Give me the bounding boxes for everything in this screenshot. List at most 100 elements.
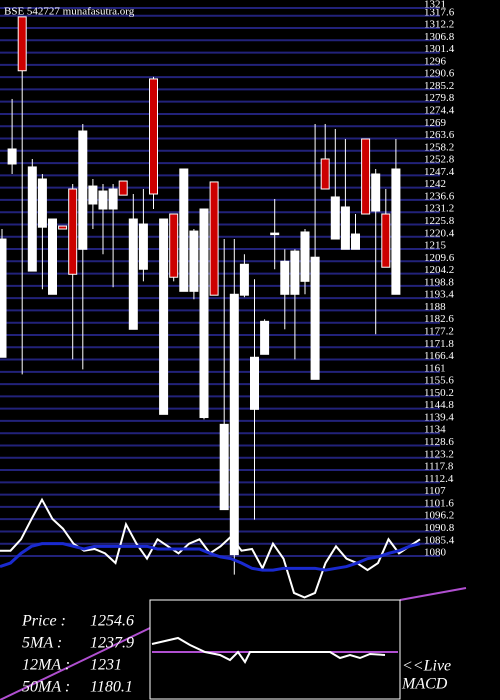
oscillator-line [0, 542, 421, 572]
candle-body [209, 181, 219, 296]
stat-value: 1231 [90, 657, 122, 674]
candle-body [260, 320, 270, 355]
y-tick-label: 1269 [424, 117, 447, 129]
y-tick-label: 1301.4 [424, 43, 455, 55]
candle-body [0, 238, 7, 358]
stat-label: 50MA : [22, 679, 70, 696]
live-label: MACD [401, 676, 448, 693]
y-tick-label: 1209.6 [424, 252, 455, 264]
candle-body [280, 260, 290, 295]
candle-body [149, 78, 158, 195]
y-tick-label: 1285.2 [424, 80, 454, 92]
candle-body [179, 168, 189, 292]
y-tick-label: 1101.6 [424, 497, 454, 509]
ma-line [0, 627, 151, 700]
candle-body [290, 250, 300, 295]
candle-body [219, 423, 229, 511]
y-tick-label: 1150.2 [424, 387, 454, 399]
y-tick-label: 1321 [424, 0, 446, 11]
y-tick-label: 1171.8 [424, 338, 454, 350]
y-tick-label: 1134 [424, 424, 446, 436]
candle-body [189, 230, 199, 292]
y-tick-label: 1312.2 [424, 19, 454, 31]
stat-value: 1237.9 [90, 635, 134, 652]
y-tick-label: 1182.6 [424, 313, 454, 325]
y-tick-label: 1193.4 [424, 289, 454, 301]
y-tick-label: 1166.4 [424, 350, 454, 362]
stat-value: 1180.1 [90, 679, 133, 696]
candle-body [108, 188, 118, 210]
y-tick-label: 1107 [424, 485, 446, 497]
y-tick-label: 1236.6 [424, 190, 455, 202]
candle-body [310, 256, 320, 380]
macd-line [151, 636, 386, 664]
stat-label: 5MA : [22, 635, 62, 652]
y-tick-label: 1080 [424, 547, 447, 559]
ma-line [399, 587, 467, 601]
chart-title: BSE 542727 munafasutra.org [4, 6, 135, 18]
candle-body [7, 148, 17, 165]
candle-body [159, 218, 169, 415]
stat-value: 1254.6 [90, 613, 134, 630]
y-tick-label: 1198.8 [424, 276, 454, 288]
y-tick-label: 1247.4 [424, 166, 455, 178]
y-tick-label: 1231.2 [424, 203, 454, 215]
y-tick-label: 1204.2 [424, 264, 454, 276]
candle-body [27, 166, 37, 272]
candle-body [138, 223, 148, 270]
macd-box [149, 599, 401, 700]
y-tick-label: 1085.4 [424, 534, 455, 546]
candle-body [128, 218, 138, 330]
y-tick-label: 1242 [424, 178, 446, 190]
candle-body [37, 178, 47, 228]
y-tick-label: 1139.4 [424, 411, 454, 423]
y-tick-label: 1252.8 [424, 154, 455, 166]
candle-body [320, 158, 330, 190]
y-tick-label: 1290.6 [424, 68, 455, 80]
candle-body [68, 188, 78, 275]
candle-body [17, 16, 27, 72]
y-tick-label: 1263.6 [424, 129, 455, 141]
y-tick-label: 1128.6 [424, 436, 454, 448]
y-tick-label: 1117.8 [424, 461, 454, 473]
candle-body [330, 196, 340, 240]
candle-body [98, 190, 108, 210]
candle-body [300, 231, 310, 282]
candle-body [391, 168, 401, 295]
candle-body [78, 130, 88, 250]
candle-body [118, 180, 128, 196]
y-tick-label: 1090.8 [424, 522, 455, 534]
candle-body [361, 138, 371, 215]
y-tick-label: 1317.6 [424, 6, 455, 18]
candle-body [229, 293, 239, 556]
y-tick-label: 1306.8 [424, 31, 455, 43]
candle-body [58, 225, 68, 230]
candle-body [340, 206, 350, 250]
y-tick-label: 1155.6 [424, 375, 454, 387]
candle-body [239, 263, 249, 296]
candle-body [169, 213, 179, 278]
y-tick-label: 1279.8 [424, 92, 455, 104]
y-tick-label: 1215 [424, 240, 447, 252]
y-tick-label: 1296 [424, 55, 447, 67]
y-tick-label: 1258.2 [424, 141, 454, 153]
oscillator-line [0, 497, 421, 599]
candle-body [270, 232, 280, 236]
y-tick-label: 1177.2 [424, 326, 454, 338]
stat-label: Price : [21, 613, 66, 630]
y-tick-label: 1112.4 [424, 473, 454, 485]
candle-body [371, 173, 381, 212]
candle-body [48, 218, 57, 295]
y-tick-label: 1161 [424, 362, 446, 374]
stat-label: 12MA : [22, 657, 70, 674]
y-tick-label: 1220.4 [424, 227, 455, 239]
live-label: <<Live [402, 658, 451, 675]
y-tick-label: 1225.8 [424, 215, 455, 227]
candle-body [88, 185, 98, 205]
candle-body [351, 233, 360, 250]
y-tick-label: 1123.2 [424, 448, 454, 460]
y-tick-label: 1274.4 [424, 104, 455, 116]
y-tick-label: 1188 [424, 301, 446, 313]
candle-body [199, 208, 209, 419]
